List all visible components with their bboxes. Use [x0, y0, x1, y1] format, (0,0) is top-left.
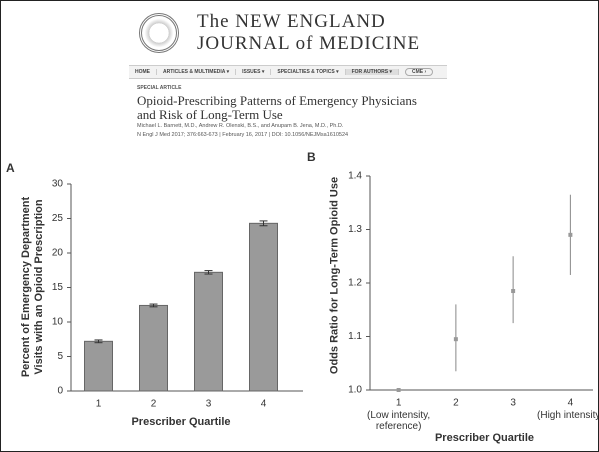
y-tick-label: 15 [52, 282, 64, 293]
point [511, 289, 515, 293]
y-tick-label: 5 [57, 351, 63, 362]
x-tick-label: 2 [151, 399, 157, 410]
y-tick-label: 10 [52, 317, 64, 328]
panel-label: A [6, 161, 15, 175]
x-tick-label: 4 [568, 398, 574, 409]
x-tick-label: 1 [396, 398, 402, 409]
x-tick-note: (High intensity) [532, 410, 599, 421]
x-tick-label: 3 [206, 399, 212, 410]
x-tick-note: (Low intensity, reference) [361, 410, 437, 432]
y-tick-label: 1.2 [348, 278, 362, 289]
point [568, 233, 572, 237]
point [397, 388, 401, 392]
bar [140, 305, 168, 391]
panel-label: B [307, 150, 316, 164]
bar [250, 223, 278, 391]
y-tick-label: 1.1 [348, 331, 362, 342]
y-axis-title: Percent of Emergency Department Visits w… [20, 182, 46, 392]
x-tick-label: 1 [96, 399, 102, 410]
y-tick-label: 0 [57, 386, 63, 397]
y-tick-label: 20 [52, 248, 64, 259]
point [454, 337, 458, 341]
x-axis-title: Prescriber Quartile [405, 432, 565, 445]
y-tick-label: 30 [52, 179, 64, 190]
charts: A 0 5 10 15 20 25 30 1 2 3 4 B 1.0 1.1 1.2 1.3 1.4 1 2 3 4 [1, 1, 598, 451]
x-tick-label: 3 [510, 398, 516, 409]
y-axis-title: Odds Ratio for Long-Term Opioid Use [329, 156, 342, 396]
y-tick-label: 1.3 [348, 224, 362, 235]
y-tick-label: 1.0 [348, 385, 362, 396]
y-tick-label: 1.4 [348, 171, 362, 182]
x-tick-label: 4 [261, 399, 267, 410]
bar [85, 341, 113, 391]
y-tick-label: 25 [52, 213, 64, 224]
x-tick-label: 2 [453, 398, 459, 409]
x-axis-title: Prescriber Quartile [101, 416, 261, 429]
page: The NEW ENGLAND JOURNAL of MEDICINE HOME… [0, 0, 599, 452]
bar [195, 272, 223, 391]
